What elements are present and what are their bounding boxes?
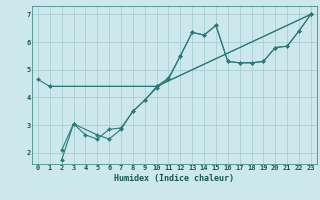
X-axis label: Humidex (Indice chaleur): Humidex (Indice chaleur) bbox=[115, 174, 234, 183]
